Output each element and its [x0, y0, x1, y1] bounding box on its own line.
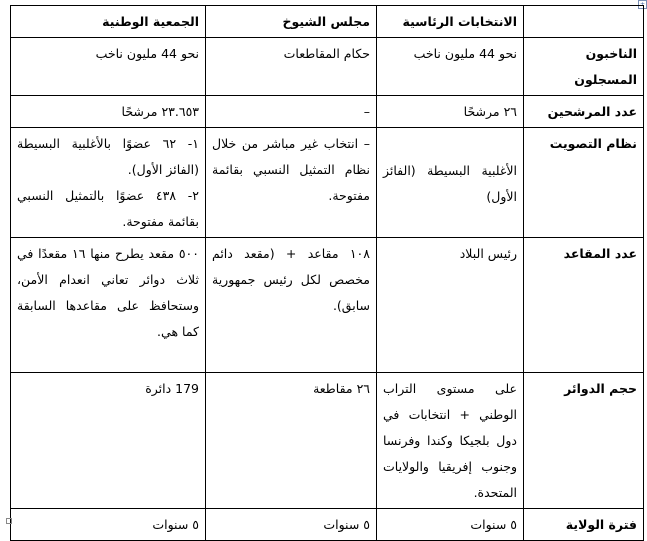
- cell-text: حكام المقاطعات: [283, 46, 370, 61]
- table-row: حجم الدوائر على مستوى التراب الوطني + انت…: [10, 372, 644, 509]
- table-cell: 179 دائرة: [10, 372, 206, 509]
- row-label: الناخبون المسجلون: [523, 37, 644, 96]
- cell-text: رئيس البلاد: [459, 246, 517, 261]
- elections-comparison-table: الانتخابات الرئاسية مجلس الشيوخ الجمعية …: [10, 5, 644, 541]
- table-cell: ٥٠٠ مقعد يطرح منها ١٦ مقعدًا في ثلاث دوا…: [10, 237, 206, 373]
- header-national-assembly: الجمعية الوطنية: [10, 5, 206, 38]
- table-cell: رئيس البلاد: [376, 237, 524, 373]
- cell-text: ٥٠٠ مقعد يطرح منها ١٦ مقعدًا في ثلاث دوا…: [17, 246, 199, 339]
- cell-text: ١- ٦٢ عضوًا بالأغلبية البسيطة (الفائز ال…: [17, 136, 199, 177]
- header-senate: مجلس الشيوخ: [205, 5, 377, 38]
- cell-text: ٥ سنوات: [323, 517, 370, 532]
- paragraph-marker: [6, 518, 12, 524]
- cell-text: ٢٣.٦٥٣ مرشحًا: [121, 104, 199, 119]
- cell-text: نحو 44 مليون ناخب: [95, 46, 199, 61]
- row-label: حجم الدوائر: [523, 372, 644, 509]
- table-cell: ٥ سنوات: [10, 508, 206, 541]
- header-presidential: الانتخابات الرئاسية: [376, 5, 524, 38]
- row-label: عدد المرشحين: [523, 95, 644, 128]
- cell-text: على مستوى التراب الوطني + انتخابات في دو…: [383, 381, 517, 500]
- table-cell: – انتخاب غير مباشر من خلال نظام التمثيل …: [205, 127, 377, 238]
- table-cell: حكام المقاطعات: [205, 37, 377, 96]
- table-row: الناخبون المسجلون نحو 44 مليون ناخب حكام ا…: [10, 37, 644, 96]
- cell-text: ٥ سنوات: [470, 517, 517, 532]
- table-cell: –: [205, 95, 377, 128]
- table-cell: ٢٦ مرشحًا: [376, 95, 524, 128]
- cell-text: ١٠٨ مقاعد + (مقعد دائم مخصص لكل رئيس جمه…: [212, 246, 370, 313]
- table-cell: الأغلبية البسيطة (الفائز الأول): [376, 127, 524, 238]
- table-cell: ٢٦ مقاطعة: [205, 372, 377, 509]
- table-cell: ٥ سنوات: [205, 508, 377, 541]
- cell-text: ٢٦ مرشحًا: [463, 104, 517, 119]
- cell-text: نحو 44 مليون ناخب: [413, 46, 517, 61]
- table-cell: نحو 44 مليون ناخب: [10, 37, 206, 96]
- table-cell: على مستوى التراب الوطني + انتخابات في دو…: [376, 372, 524, 509]
- table-row: فترة الولاية ٥ سنوات ٥ سنوات ٥ سنوات: [10, 508, 644, 541]
- table-row: عدد المرشحين ٢٦ مرشحًا – ٢٣.٦٥٣ مرشحًا: [10, 95, 644, 128]
- table-cell: ٥ سنوات: [376, 508, 524, 541]
- cell-text: –: [363, 104, 370, 119]
- table-cell: ١- ٦٢ عضوًا بالأغلبية البسيطة (الفائز ال…: [10, 127, 206, 238]
- row-label: نظام التصويت: [523, 127, 644, 238]
- cell-text: 179 دائرة: [145, 381, 199, 396]
- table-row: عدد المقاعد رئيس البلاد ١٠٨ مقاعد + (مقعد …: [10, 237, 644, 373]
- table-header-row: الانتخابات الرئاسية مجلس الشيوخ الجمعية …: [10, 5, 644, 38]
- cell-text: الأغلبية البسيطة (الفائز الأول): [383, 163, 517, 204]
- table-cell: ١٠٨ مقاعد + (مقعد دائم مخصص لكل رئيس جمه…: [205, 237, 377, 373]
- cell-text: ٢٦ مقاطعة: [313, 381, 370, 396]
- header-cell: [523, 5, 644, 38]
- table-cell: ٢٣.٦٥٣ مرشحًا: [10, 95, 206, 128]
- row-label: فترة الولاية: [523, 508, 644, 541]
- cell-text: ٢- ٤٣٨ عضوًا بالتمثيل النسبي بقائمة مفتو…: [17, 188, 199, 229]
- table-cell: نحو 44 مليون ناخب: [376, 37, 524, 96]
- cell-text: – انتخاب غير مباشر من خلال نظام التمثيل …: [212, 136, 370, 203]
- cell-text: ٥ سنوات: [152, 517, 199, 532]
- table-row: نظام التصويت الأغلبية البسيطة (الفائز الأ…: [10, 127, 644, 238]
- row-label: عدد المقاعد: [523, 237, 644, 373]
